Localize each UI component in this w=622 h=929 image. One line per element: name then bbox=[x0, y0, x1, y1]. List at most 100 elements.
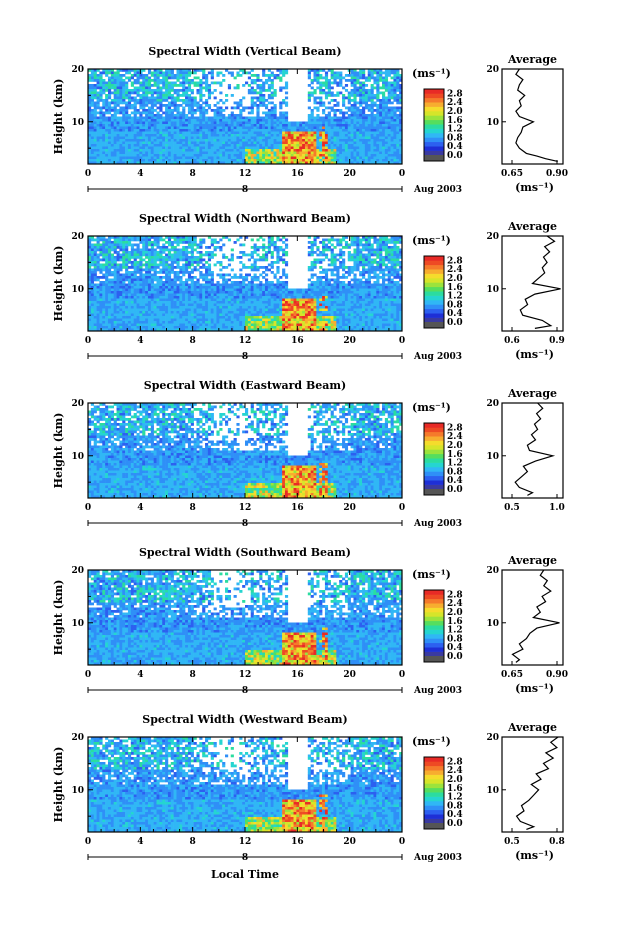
heatmap-cell bbox=[319, 101, 323, 105]
heatmap-cell bbox=[102, 313, 106, 317]
heatmap-cell bbox=[107, 94, 112, 97]
heatmap-cell bbox=[142, 76, 146, 80]
heatmap-cell bbox=[159, 238, 163, 242]
heatmap-cell bbox=[205, 144, 209, 147]
heatmap-cell bbox=[150, 156, 154, 160]
heatmap-cell bbox=[116, 126, 120, 130]
heatmap-cell bbox=[125, 306, 129, 309]
heatmap-cell bbox=[93, 318, 97, 322]
heatmap-cell bbox=[185, 104, 189, 107]
heatmap-cell bbox=[102, 129, 106, 132]
heatmap-cell bbox=[384, 146, 389, 150]
heatmap-cell bbox=[210, 116, 214, 120]
heatmap-cell bbox=[102, 81, 106, 85]
heatmap-cell bbox=[250, 131, 254, 135]
date-marker: 8 bbox=[242, 185, 248, 195]
heatmap-cell bbox=[347, 106, 351, 110]
heatmap-cell bbox=[165, 151, 169, 155]
heatmap-cell bbox=[196, 321, 200, 324]
heatmap-cell bbox=[159, 298, 163, 302]
heatmap-cell bbox=[187, 301, 192, 304]
heatmap-cell bbox=[396, 106, 400, 110]
heatmap-cell bbox=[107, 81, 112, 85]
heatmap-cell bbox=[336, 84, 340, 87]
heatmap-cell bbox=[230, 126, 234, 130]
heatmap-cell bbox=[199, 114, 203, 117]
heatmap-cell bbox=[370, 161, 374, 165]
heatmap-cell bbox=[187, 154, 192, 157]
heatmap-cell bbox=[119, 286, 123, 289]
heatmap-cell bbox=[153, 139, 157, 142]
heatmap-cell bbox=[156, 243, 160, 247]
heatmap-cell bbox=[284, 159, 289, 162]
heatmap-cell bbox=[293, 154, 297, 157]
heatmap-cell bbox=[379, 74, 383, 77]
heatmap-cell bbox=[193, 99, 197, 102]
heatmap-cell bbox=[196, 251, 200, 254]
heatmap-cell bbox=[267, 121, 271, 125]
heatmap-cell bbox=[110, 281, 114, 284]
heatmap-cell bbox=[387, 94, 391, 97]
heatmap-cell bbox=[370, 99, 374, 102]
heatmap-cell bbox=[270, 161, 274, 165]
heatmap-cell bbox=[153, 76, 157, 80]
heatmap-cell bbox=[322, 146, 326, 150]
heatmap-cell bbox=[205, 313, 209, 317]
heatmap-cell bbox=[147, 248, 152, 252]
heatmap-cell bbox=[133, 291, 137, 294]
heatmap-cell bbox=[133, 303, 137, 307]
heatmap-cell bbox=[362, 136, 366, 140]
panel-title: Spectral Width (Vertical Beam) bbox=[148, 45, 341, 58]
heatmap-cell bbox=[96, 313, 100, 317]
heatmap-cell bbox=[93, 154, 97, 157]
heatmap-cell bbox=[199, 111, 203, 115]
heatmap-cell bbox=[147, 311, 152, 314]
heatmap-cell bbox=[227, 156, 232, 160]
heatmap-cell bbox=[133, 316, 137, 319]
heatmap-cell bbox=[259, 134, 263, 137]
heatmap-cell bbox=[99, 258, 103, 262]
heatmap-cell bbox=[370, 121, 374, 125]
heatmap-cell bbox=[182, 321, 186, 324]
heatmap-cell bbox=[239, 129, 243, 132]
heatmap-cell bbox=[102, 124, 106, 127]
heatmap-cell bbox=[196, 288, 200, 292]
heatmap-cell bbox=[336, 161, 340, 165]
heatmap-cell bbox=[276, 159, 280, 162]
heatmap-cell bbox=[333, 146, 337, 150]
heatmap-cell bbox=[173, 81, 177, 85]
heatmap-cell bbox=[393, 109, 397, 112]
heatmap-cell bbox=[116, 301, 120, 304]
heatmap-cell bbox=[393, 74, 397, 77]
heatmap-cell bbox=[162, 256, 166, 259]
heatmap-cell bbox=[182, 69, 186, 72]
heatmap-cell bbox=[156, 74, 160, 77]
heatmap-cell bbox=[207, 291, 212, 294]
heatmap-cell bbox=[130, 248, 134, 252]
heatmap-cell bbox=[207, 328, 212, 332]
heatmap-cell bbox=[156, 101, 160, 105]
heatmap-cell bbox=[99, 288, 103, 292]
heatmap-cell bbox=[199, 136, 203, 140]
heatmap-cell bbox=[102, 116, 106, 120]
heatmap-cell bbox=[147, 286, 152, 289]
heatmap-cell bbox=[170, 306, 174, 309]
heatmap-cell bbox=[350, 131, 354, 135]
heatmap-cell bbox=[93, 296, 97, 299]
heatmap-cell bbox=[205, 76, 209, 80]
heatmap-cell bbox=[119, 86, 123, 90]
heatmap-cell bbox=[199, 308, 203, 312]
heatmap-cell bbox=[119, 253, 123, 257]
heatmap-cell bbox=[350, 144, 354, 147]
heatmap-cell bbox=[179, 89, 183, 92]
heatmap-cell bbox=[216, 119, 220, 122]
heatmap-cell bbox=[113, 121, 117, 125]
heatmap-cell bbox=[299, 159, 303, 162]
heatmap-cell bbox=[359, 109, 363, 112]
heatmap-cell bbox=[193, 71, 197, 75]
heatmap-cell bbox=[216, 154, 220, 157]
heatmap-cell bbox=[113, 278, 117, 282]
heatmap-cell bbox=[90, 291, 94, 294]
heatmap-cell bbox=[119, 101, 123, 105]
heatmap-cell bbox=[145, 286, 149, 289]
